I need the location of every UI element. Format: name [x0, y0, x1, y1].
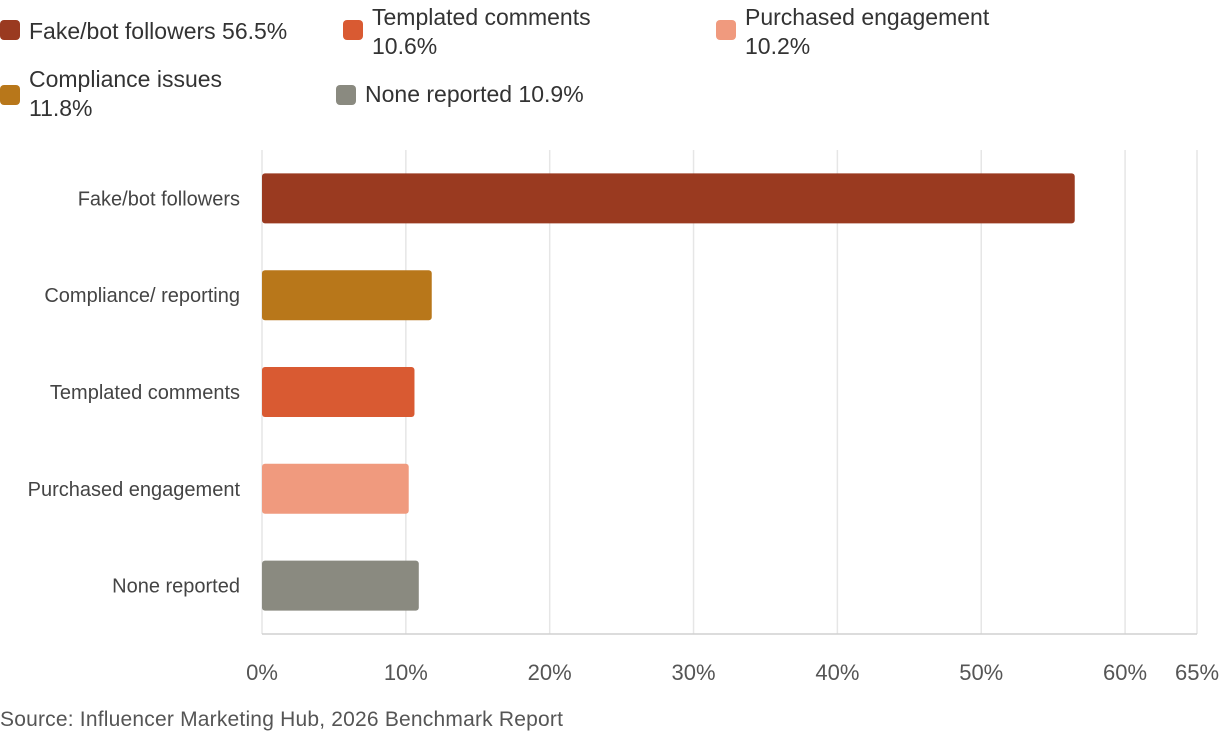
bar-compliance-reporting: [262, 270, 432, 321]
bar-templated-comments: [262, 367, 415, 417]
x-tick-label-60: 60%: [1103, 660, 1147, 685]
category-label-templated-comments: Templated comments: [50, 382, 240, 404]
bar-purchased-engagement: [262, 463, 409, 514]
chart-legend: Fake/bot followers 56.5% Templated comme…: [0, 0, 1228, 130]
legend-item-purchased: Purchased engagement 10.2%: [716, 0, 989, 61]
category-label-fake-bot-followers: Fake/bot followers: [78, 188, 240, 210]
legend-label-purchased-value: 10.2%: [745, 33, 811, 59]
legend-label-none: None reported 10.9%: [365, 81, 584, 107]
x-tick-label-40: 40%: [815, 660, 859, 685]
x-tick-label-50: 50%: [959, 660, 1003, 685]
legend-item-fake-bot: Fake/bot followers 56.5%: [0, 0, 287, 46]
bar-chart: 0% 10% 20% 30% 40% 50% 60% 65% Fake/bot follower…: [28, 150, 1219, 685]
legend-item-compliance: Compliance issues 11.8%: [0, 65, 222, 123]
legend-label-templated: Templated comments 10.6%: [372, 3, 591, 61]
bar-fake-bot-followers: [262, 173, 1075, 224]
legend-label-compliance: Compliance issues 11.8%: [29, 65, 222, 123]
x-tick-label-65: 65%: [1175, 660, 1219, 685]
x-tick-label-0: 0%: [246, 660, 278, 685]
legend-item-none: None reported 10.9%: [336, 65, 584, 109]
x-tick-label-20: 20%: [528, 660, 572, 685]
legend-swatch-fake-bot: [0, 20, 20, 40]
x-tick-label-30: 30%: [672, 660, 716, 685]
legend-swatch-none: [336, 85, 356, 105]
category-label-none-reported: None reported: [112, 576, 240, 598]
legend-label-templated-name: Templated comments: [372, 4, 591, 30]
legend-swatch-purchased: [716, 20, 736, 40]
legend-swatch-templated: [343, 20, 363, 40]
legend-label-fake-bot: Fake/bot followers 56.5%: [29, 18, 288, 44]
legend-swatch-compliance: [0, 85, 20, 105]
legend-label-purchased: Purchased engagement 10.2%: [745, 3, 989, 61]
legend-item-templated: Templated comments 10.6%: [343, 0, 591, 61]
bar-none-reported: [262, 560, 419, 611]
legend-label-compliance-name: Compliance issues: [29, 66, 223, 92]
x-tick-label-10: 10%: [384, 660, 428, 685]
legend-label-templated-value: 10.6%: [372, 33, 438, 59]
source-note: Source: Influencer Marketing Hub, 2026 B…: [0, 708, 564, 731]
legend-label-purchased-name: Purchased engagement: [745, 4, 990, 30]
legend-label-compliance-value: 11.8%: [29, 95, 93, 121]
category-label-compliance-reporting: Compliance/ reporting: [44, 285, 240, 307]
category-label-purchased-engagement: Purchased engagement: [28, 479, 241, 501]
